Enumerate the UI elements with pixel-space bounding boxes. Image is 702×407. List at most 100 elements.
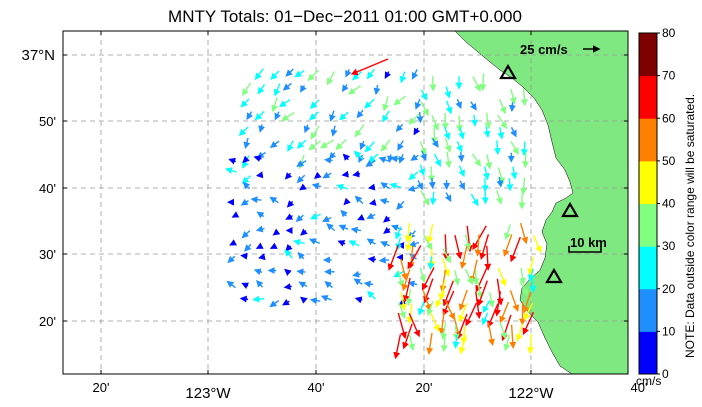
current-vector — [246, 111, 254, 121]
current-vector — [238, 126, 249, 136]
current-vector — [421, 267, 435, 291]
current-vector — [285, 68, 294, 77]
current-vector — [298, 281, 308, 289]
current-vector — [482, 300, 491, 314]
current-vector — [310, 213, 322, 220]
radar-stations — [499, 63, 579, 284]
current-vector — [242, 181, 251, 190]
colorbar-block — [639, 75, 657, 119]
current-vector — [326, 223, 336, 232]
current-vector — [418, 164, 426, 177]
colorbar-tick-label: 0 — [662, 367, 669, 381]
current-vector — [396, 200, 405, 210]
current-vector — [471, 153, 481, 167]
current-vector — [526, 334, 534, 355]
current-vector — [397, 270, 405, 288]
current-vector — [258, 253, 266, 261]
current-vector — [324, 156, 333, 164]
current-vector — [482, 166, 490, 181]
current-vector — [269, 140, 280, 149]
current-vector — [296, 139, 307, 149]
current-vector — [255, 225, 265, 233]
current-vector — [380, 182, 391, 190]
current-vector — [350, 226, 362, 234]
current-vector — [309, 99, 320, 110]
current-vector — [378, 156, 390, 164]
colorbar-tick-label: 20 — [662, 282, 676, 296]
colorbar-tick-label: 40 — [662, 197, 676, 211]
current-vector — [483, 126, 491, 138]
colorbar-unit-label: cm/s — [636, 374, 661, 388]
current-vector — [465, 302, 478, 327]
highlight-arrow — [350, 58, 389, 76]
current-vector — [442, 258, 451, 278]
lat-gridlines — [63, 54, 628, 322]
current-vector — [419, 267, 426, 283]
current-vector — [345, 69, 352, 78]
current-vector — [499, 322, 507, 340]
current-vector — [510, 166, 518, 180]
y-tick-label: 20' — [39, 314, 56, 329]
current-vector — [398, 154, 406, 164]
current-vector — [329, 110, 336, 122]
colorbar-tick-label: 60 — [662, 111, 676, 125]
current-vector — [520, 88, 528, 107]
current-vector — [497, 127, 505, 140]
current-vector — [384, 71, 392, 80]
current-vector — [338, 224, 349, 232]
current-vector — [454, 235, 463, 260]
current-vector — [426, 332, 434, 355]
current-vector — [408, 313, 421, 338]
current-vector — [479, 234, 490, 260]
current-vector — [382, 110, 390, 123]
current-vector — [383, 215, 391, 223]
current-vector — [250, 196, 262, 204]
current-vector — [364, 141, 375, 153]
current-vector — [281, 298, 290, 306]
current-vector — [440, 322, 448, 341]
colorbar-tick-label: 10 — [662, 324, 676, 338]
current-vector — [413, 127, 421, 136]
current-vector — [348, 240, 360, 247]
colorbar-block — [639, 246, 657, 290]
current-vector — [503, 334, 511, 352]
current-vector — [528, 268, 535, 282]
current-vector — [326, 71, 335, 86]
current-vector — [294, 70, 305, 78]
current-vector — [364, 98, 375, 109]
coastline-land — [454, 31, 628, 374]
current-vector — [379, 197, 390, 205]
figure-title: MNTY Totals: 01−Dec−2011 01:00 GMT+0.000 — [168, 7, 522, 26]
current-vector — [358, 154, 365, 164]
current-vector — [404, 223, 412, 243]
current-vector — [241, 230, 251, 239]
current-vector — [255, 171, 264, 179]
current-vector — [506, 178, 514, 192]
x-tick-label: 122°W — [508, 385, 554, 402]
current-vector — [458, 303, 468, 323]
current-vector — [311, 182, 322, 190]
current-vector — [382, 96, 390, 112]
station-marker-north — [499, 63, 517, 80]
current-vector — [335, 138, 347, 151]
colorbar-block — [639, 160, 657, 204]
current-vector — [472, 76, 481, 92]
current-vector — [253, 155, 262, 162]
current-vector — [515, 323, 524, 342]
current-vector — [354, 296, 363, 304]
current-vector — [366, 238, 376, 246]
current-vector — [444, 300, 455, 321]
current-vector — [283, 283, 292, 291]
current-vector — [416, 180, 423, 191]
current-vector — [231, 211, 240, 218]
current-vector — [241, 175, 251, 184]
current-vector — [429, 191, 437, 206]
current-vector — [357, 214, 365, 221]
current-vector — [470, 193, 479, 207]
current-vector — [340, 209, 348, 218]
current-vector — [484, 245, 492, 271]
current-vector — [426, 224, 434, 244]
current-vector — [470, 114, 478, 127]
x-tick-label: 20' — [416, 380, 433, 395]
